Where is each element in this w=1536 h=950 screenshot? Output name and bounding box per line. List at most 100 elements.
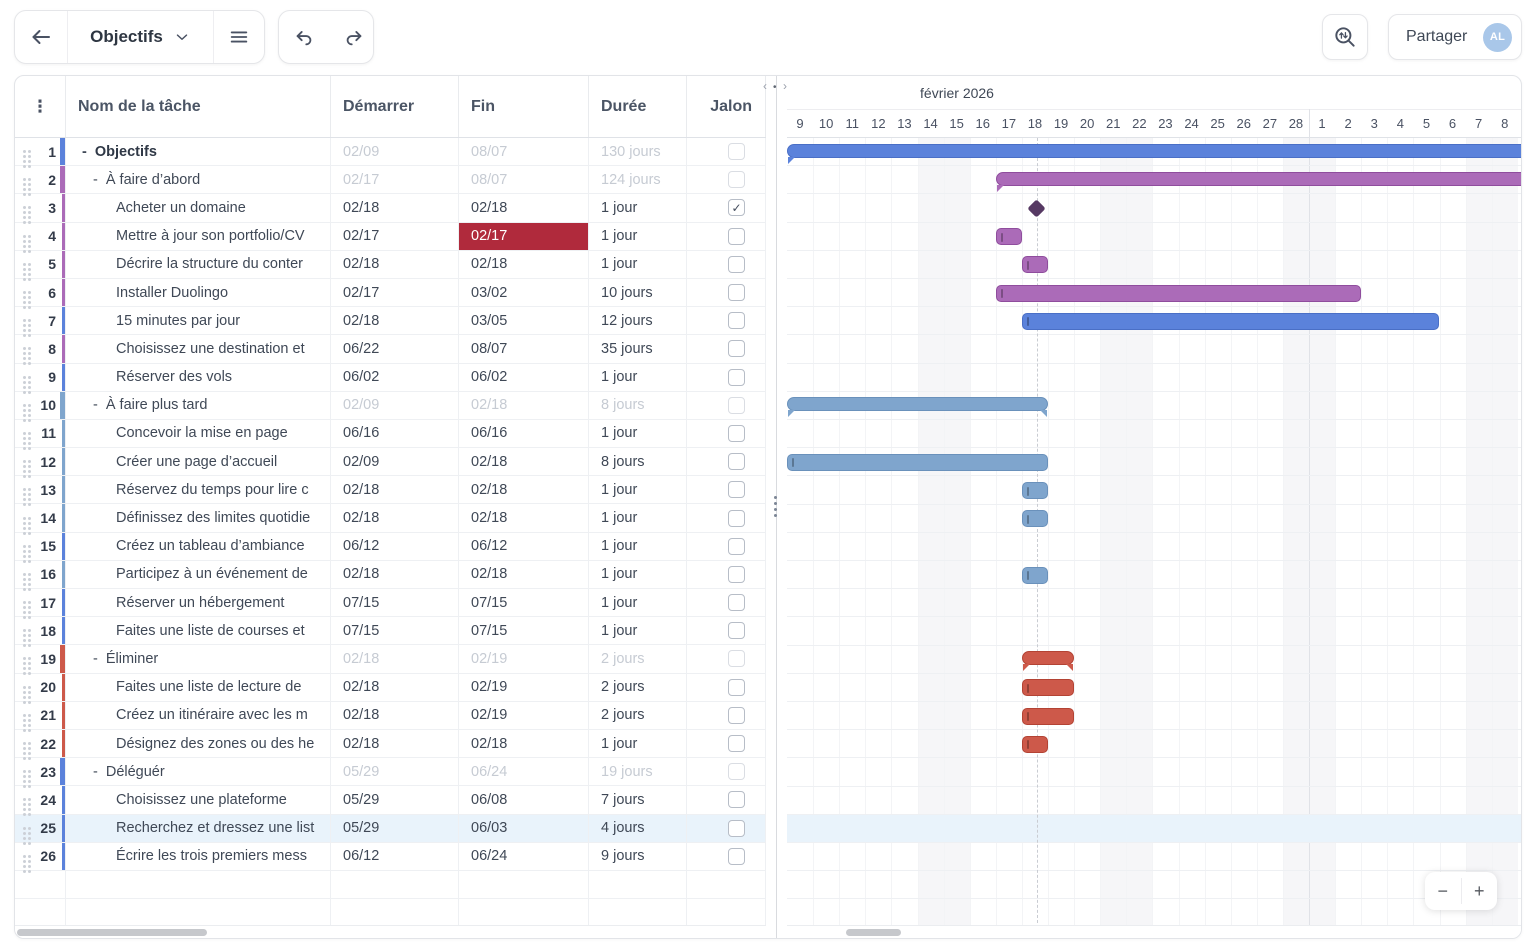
header-task-name[interactable]: Nom de la tâche (66, 76, 331, 137)
drag-handle-icon[interactable] (23, 431, 26, 435)
milestone-checkbox[interactable] (728, 594, 745, 612)
milestone-checkbox[interactable]: ✓ (728, 199, 745, 217)
chart-row-lane[interactable] (787, 561, 1521, 590)
start-date-cell[interactable]: 02/17 (331, 278, 459, 307)
milestone-checkbox[interactable] (728, 481, 745, 499)
duration-cell[interactable] (589, 899, 687, 925)
start-date-cell[interactable]: 06/22 (331, 335, 459, 363)
task-bar[interactable] (1021, 679, 1075, 697)
header-duration[interactable]: Durée (589, 76, 687, 137)
duration-cell[interactable]: 8 jours (589, 448, 687, 476)
start-date-cell[interactable]: 02/18 (331, 307, 459, 335)
start-date-cell[interactable]: 06/12 (331, 532, 459, 560)
duration-cell[interactable]: 1 jour (589, 476, 687, 504)
drag-handle-icon[interactable] (23, 657, 26, 661)
task-name-cell[interactable]: Participez à un événement de (66, 560, 331, 588)
end-date-cell[interactable]: 03/02 (459, 278, 589, 307)
summary-bar[interactable] (787, 143, 1521, 164)
milestone-checkbox[interactable] (728, 650, 745, 668)
drag-handle-icon[interactable] (23, 713, 26, 717)
end-date-cell[interactable]: 06/12 (459, 532, 589, 560)
zoom-to-fit-button[interactable] (1322, 14, 1368, 60)
collapse-right-icon[interactable]: › (783, 79, 787, 93)
duration-cell[interactable]: 35 jours (589, 335, 687, 363)
chart-row-lane[interactable] (787, 279, 1521, 308)
end-date-cell[interactable]: 02/18 (459, 250, 589, 278)
end-date-cell[interactable]: 02/19 (459, 673, 589, 701)
duration-cell[interactable]: 1 jour (589, 729, 687, 758)
task-name-cell[interactable]: -À faire plus tard (66, 391, 331, 419)
end-date-cell[interactable]: 02/19 (459, 645, 589, 673)
drag-handle-icon[interactable] (23, 685, 26, 689)
chart-row-lane[interactable] (787, 758, 1521, 787)
end-date-cell[interactable]: 03/05 (459, 307, 589, 335)
chart-row-lane[interactable] (787, 335, 1521, 364)
milestone-checkbox[interactable] (728, 453, 745, 471)
task-bar[interactable] (1021, 482, 1048, 499)
chart-row-lane[interactable] (787, 814, 1521, 843)
end-date-cell[interactable]: 02/18 (459, 391, 589, 419)
task-bar[interactable] (1021, 312, 1440, 330)
chart-row-lane[interactable] (787, 307, 1521, 336)
header-milestone[interactable]: Jalon (687, 76, 766, 137)
task-bar[interactable] (787, 453, 1048, 471)
drag-handle-icon[interactable] (23, 854, 26, 858)
splitter-dot-icon[interactable]: • (773, 82, 777, 93)
end-date-cell[interactable]: 06/02 (459, 363, 589, 391)
duration-cell[interactable]: 1 jour (589, 222, 687, 250)
milestone-checkbox[interactable] (728, 791, 745, 809)
duration-cell[interactable]: 1 jour (589, 363, 687, 391)
task-name-cell[interactable]: Recherchez et dressez une list (66, 814, 331, 842)
start-date-cell[interactable]: 02/17 (331, 222, 459, 250)
milestone-checkbox[interactable] (728, 227, 745, 245)
task-name-cell[interactable]: 15 minutes par jour (66, 307, 331, 335)
duration-cell[interactable]: 2 jours (589, 701, 687, 729)
task-bar[interactable] (1021, 510, 1048, 528)
start-date-cell[interactable]: 02/18 (331, 560, 459, 588)
task-name-cell[interactable]: - Déléguér (66, 758, 331, 786)
task-bar[interactable] (1021, 566, 1048, 584)
end-date-cell[interactable]: 02/18 (459, 194, 589, 222)
duration-cell[interactable]: 1 jour (589, 617, 687, 645)
milestone-checkbox[interactable] (728, 706, 745, 724)
menu-button[interactable] (214, 11, 264, 63)
end-date-cell[interactable]: 02/18 (459, 560, 589, 588)
duration-cell[interactable]: 19 jours (589, 758, 687, 786)
share-button[interactable]: Partager AL (1388, 14, 1522, 60)
task-name-cell[interactable]: Choisissez une plateforme (66, 786, 331, 814)
start-date-cell[interactable]: 02/18 (331, 645, 459, 673)
end-date-cell[interactable]: 07/15 (459, 617, 589, 645)
task-name-cell[interactable]: Réservez du temps pour lire c (66, 476, 331, 504)
start-date-cell[interactable]: 02/09 (331, 448, 459, 476)
start-date-cell[interactable]: 02/18 (331, 673, 459, 701)
start-date-cell[interactable]: 02/17 (331, 166, 459, 194)
task-name-cell[interactable]: Écrire les trois premiers mess (66, 842, 331, 870)
drag-handle-icon[interactable] (23, 601, 26, 605)
undo-button[interactable] (279, 11, 329, 63)
task-name-cell[interactable] (66, 899, 331, 925)
duration-cell[interactable]: 4 jours (589, 814, 687, 842)
task-name-cell[interactable] (66, 870, 331, 899)
task-name-cell[interactable]: Faites une liste de lecture de (66, 673, 331, 701)
task-name-cell[interactable]: Concevoir la mise en page (66, 419, 331, 448)
start-date-cell[interactable]: 02/18 (331, 729, 459, 758)
duration-cell[interactable]: 1 jour (589, 589, 687, 617)
end-date-cell[interactable]: 02/17 (459, 222, 589, 250)
collapse-toggle[interactable]: - (93, 171, 98, 188)
project-title-menu[interactable]: Objectifs (68, 27, 213, 47)
milestone-checkbox[interactable] (728, 171, 745, 189)
duration-cell[interactable]: 1 jour (589, 250, 687, 278)
duration-cell[interactable]: 9 jours (589, 842, 687, 870)
duration-cell[interactable]: 2 jours (589, 673, 687, 701)
drag-handle-icon[interactable] (23, 234, 26, 238)
milestone-checkbox[interactable] (728, 509, 745, 527)
drag-handle-icon[interactable] (23, 629, 26, 633)
collapse-toggle[interactable]: - (93, 650, 98, 667)
duration-cell[interactable]: 10 jours (589, 278, 687, 307)
summary-bar[interactable] (995, 171, 1521, 192)
duration-cell[interactable]: 12 jours (589, 307, 687, 335)
duration-cell[interactable]: 2 jours (589, 645, 687, 673)
chart-row-lane[interactable] (787, 617, 1521, 646)
chart-row-lane[interactable] (787, 392, 1521, 420)
chart-row-lane[interactable] (787, 251, 1521, 279)
